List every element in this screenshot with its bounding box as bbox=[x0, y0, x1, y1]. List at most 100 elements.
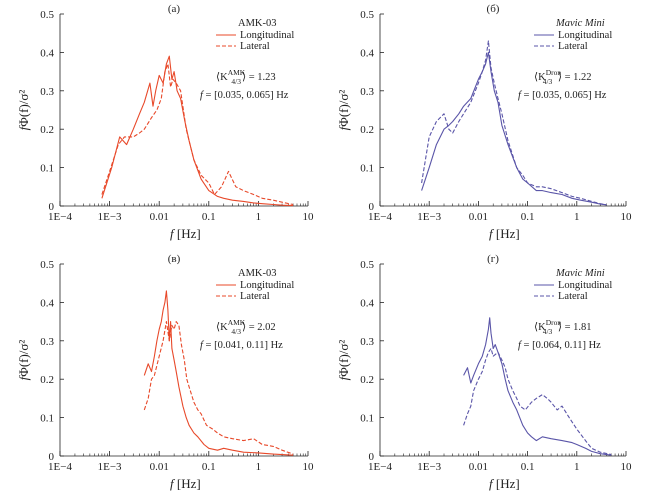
y-axis-label: fΦ(f)/σ² bbox=[16, 340, 31, 381]
y-axis-label-f: f bbox=[336, 374, 351, 380]
y-tick-label: 0.3 bbox=[360, 86, 374, 98]
annotation-k-sup: Dron bbox=[546, 318, 562, 327]
annotation-frequency-range-rest: = [0.064, 0.11] Hz bbox=[521, 340, 601, 351]
y-axis-label: fΦ(f)/σ² bbox=[336, 90, 351, 131]
series-lateral-line bbox=[421, 40, 607, 206]
series-longitudinal-line bbox=[463, 317, 612, 456]
panel-label: (а) bbox=[168, 3, 181, 15]
x-tick-label: 0.1 bbox=[202, 211, 216, 223]
x-tick-label: 1 bbox=[256, 211, 262, 223]
y-tick-label: 0 bbox=[369, 201, 375, 213]
legend-entry-lateral: Lateral bbox=[240, 41, 270, 52]
annotation-frequency-range: f = [0.035, 0.065] Hz bbox=[518, 90, 607, 101]
x-axis-label-rest: [Hz] bbox=[493, 226, 520, 241]
y-tick-label: 0.2 bbox=[40, 124, 54, 136]
annotation-k-suffix: ⟩ = 2.02 bbox=[242, 322, 276, 333]
legend-entry-lateral: Lateral bbox=[240, 291, 270, 302]
annotation-k-sub: 4/3 bbox=[231, 327, 241, 336]
x-tick-label: 1E−4 bbox=[48, 461, 72, 473]
y-tick-label: 0.5 bbox=[360, 259, 374, 271]
y-tick-label: 0.5 bbox=[360, 9, 374, 21]
x-tick-label: 10 bbox=[303, 461, 315, 473]
y-tick-label: 0.4 bbox=[360, 47, 374, 59]
x-tick-label: 1E−3 bbox=[98, 461, 122, 473]
y-tick-label: 0.1 bbox=[360, 413, 374, 425]
panel-label: (б) bbox=[487, 3, 500, 15]
x-tick-label: 1E−3 bbox=[417, 461, 441, 473]
x-tick-label: 0.1 bbox=[521, 461, 535, 473]
annotation-k-sub: 4/3 bbox=[231, 77, 241, 86]
annotation-frequency-range: f = [0.035, 0.065] Hz bbox=[200, 90, 289, 101]
y-tick-label: 0.4 bbox=[40, 47, 54, 59]
legend-entry-longitudinal: Longitudinal bbox=[240, 280, 294, 291]
legend-title: AMK-03 bbox=[238, 18, 277, 29]
x-axis-label-f: f bbox=[170, 226, 176, 241]
x-tick-label: 0.01 bbox=[469, 461, 488, 473]
annotation-frequency-range: f = [0.064, 0.11] Hz bbox=[518, 340, 601, 351]
x-tick-label: 0.01 bbox=[469, 211, 488, 223]
annotation-k-value: ⟨KAMK 4/3⟩ = 1.23 bbox=[216, 68, 276, 86]
annotation-k-value: ⟨KAMK 4/3⟩ = 2.02 bbox=[216, 318, 276, 336]
y-tick-label: 0.1 bbox=[40, 413, 54, 425]
x-axis-label: f [Hz] bbox=[489, 476, 520, 491]
legend-entry-lateral: Lateral bbox=[558, 291, 588, 302]
annotation-k-prefix: ⟨K bbox=[534, 322, 546, 333]
legend-entry-longitudinal: Longitudinal bbox=[558, 30, 612, 41]
annotation-k-sup: AMK bbox=[228, 318, 246, 327]
annotation-k-suffix: ⟩ = 1.81 bbox=[558, 322, 592, 333]
y-tick-label: 0.2 bbox=[360, 374, 374, 386]
x-axis-label-rest: [Hz] bbox=[493, 476, 520, 491]
annotation-k-suffix: ⟩ = 1.23 bbox=[242, 72, 276, 83]
chart-panel-3: 0 0.1 0.2 0.3 0.4 0.5 1E−4 1E−3 0.01 0.1 1 10 f [Hz]… bbox=[16, 253, 314, 491]
annotation-frequency-range: f = [0.041, 0.11] Hz bbox=[200, 340, 283, 351]
y-tick-label: 0.2 bbox=[40, 374, 54, 386]
annotation-k-sup: Dron bbox=[546, 68, 562, 77]
annotation-k-sub: 4/3 bbox=[543, 327, 553, 336]
annotation-frequency-range-f: f bbox=[518, 340, 523, 351]
legend-entry-longitudinal: Longitudinal bbox=[240, 30, 294, 41]
x-tick-label: 1E−3 bbox=[98, 211, 122, 223]
legend-entry-longitudinal: Longitudinal bbox=[558, 280, 612, 291]
annotation-k-prefix: ⟨K bbox=[216, 322, 228, 333]
x-axis-label-f: f bbox=[489, 226, 495, 241]
annotation-frequency-range-rest: = [0.035, 0.065] Hz bbox=[521, 90, 607, 101]
annotation-k-value: ⟨KDron 4/3 ⟩ = 1.81 bbox=[534, 318, 592, 336]
y-tick-label: 0.3 bbox=[40, 86, 54, 98]
y-tick-label: 0.2 bbox=[360, 124, 374, 136]
annotation-frequency-range-f: f bbox=[200, 340, 205, 351]
y-tick-label: 0.4 bbox=[40, 297, 54, 309]
series-longitudinal-line bbox=[101, 55, 294, 207]
legend-title: Mavic Mini bbox=[555, 268, 605, 279]
x-tick-label: 1E−4 bbox=[48, 211, 72, 223]
y-tick-label: 0.1 bbox=[360, 163, 374, 175]
y-axis-label-f: f bbox=[336, 124, 351, 130]
annotation-k-value: ⟨KDron 4/3 ⟩ = 1.22 bbox=[534, 68, 592, 86]
x-tick-label: 1 bbox=[574, 461, 580, 473]
chart-panel-2: 0 0.1 0.2 0.3 0.4 0.5 1E−4 1E−3 0.01 0.1 1 10 f [Hz]… bbox=[336, 3, 632, 241]
x-tick-label: 1E−3 bbox=[417, 211, 441, 223]
annotation-k-sup: AMK bbox=[228, 68, 246, 77]
series-longitudinal-line bbox=[143, 290, 294, 456]
y-tick-label: 0.3 bbox=[360, 336, 374, 348]
y-tick-label: 0.5 bbox=[40, 259, 54, 271]
annotation-frequency-range-f: f bbox=[200, 90, 205, 101]
annotation-k-prefix: ⟨K bbox=[534, 72, 546, 83]
annotation-k-suffix: ⟩ = 1.22 bbox=[558, 72, 592, 83]
y-axis-label-rest: Φ(f)/σ² bbox=[336, 90, 351, 127]
x-axis-label-f: f bbox=[489, 476, 495, 491]
annotation-k-sub: 4/3 bbox=[543, 77, 553, 86]
x-axis-label-f: f bbox=[170, 476, 176, 491]
series-lateral-line bbox=[463, 347, 612, 456]
y-axis-label-f: f bbox=[16, 124, 31, 130]
y-axis-label: fΦ(f)/σ² bbox=[336, 340, 351, 381]
x-axis-label-rest: [Hz] bbox=[174, 476, 201, 491]
annotation-frequency-range-rest: = [0.041, 0.11] Hz bbox=[203, 340, 283, 351]
y-axis-label: fΦ(f)/σ² bbox=[16, 90, 31, 131]
x-tick-label: 0.01 bbox=[150, 211, 169, 223]
y-axis-label-rest: Φ(f)/σ² bbox=[336, 340, 351, 377]
chart-panel-4: 0 0.1 0.2 0.3 0.4 0.5 1E−4 1E−3 0.01 0.1 1 10 f [Hz]… bbox=[336, 253, 632, 491]
y-tick-label: 0 bbox=[49, 201, 55, 213]
annotation-k-prefix: ⟨K bbox=[216, 72, 228, 83]
series-lateral-line bbox=[101, 63, 294, 206]
